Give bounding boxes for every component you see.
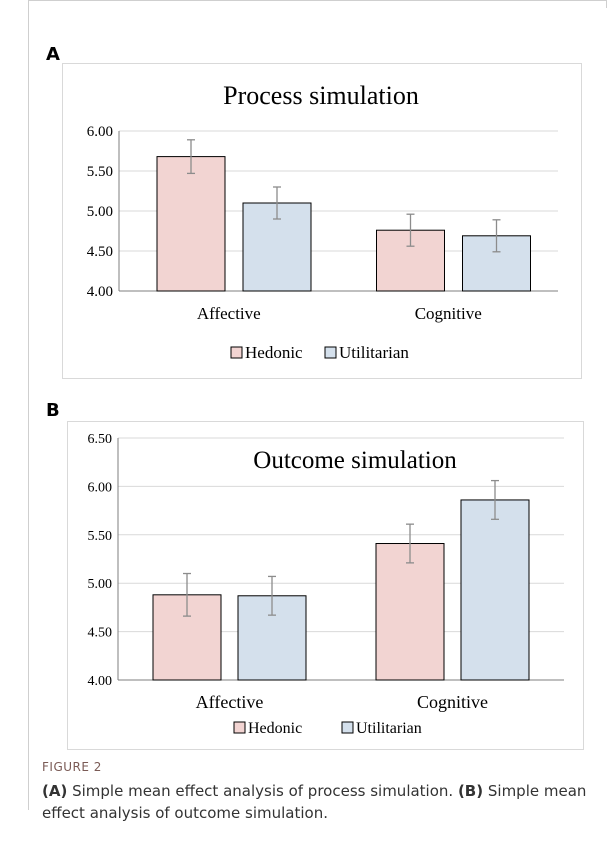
figure-caption: (A) Simple mean effect analysis of proce… xyxy=(42,780,602,824)
panel-a-label: A xyxy=(46,44,60,65)
figure-label: FIGURE 2 xyxy=(42,760,102,774)
chart-b-legend-swatch-hedonic xyxy=(233,721,246,734)
chart-b-y-tick-label: 4.00 xyxy=(88,674,113,689)
chart-a-x-tick-label: Affective xyxy=(197,304,261,323)
chart-b-x-tick-label: Cognitive xyxy=(417,692,488,712)
chart-a-legend-swatch-utilitarian xyxy=(324,346,337,359)
chart-b-y-tick-label: 6.00 xyxy=(88,480,113,495)
chart-b-y-tick-label: 5.50 xyxy=(88,529,113,544)
figure-frame-top xyxy=(28,0,607,1)
chart-b-bar-utilitarian-cognitive xyxy=(460,499,530,681)
caption-part-a-tag: (A) xyxy=(42,782,68,800)
chart-a-legend-label: Hedonic xyxy=(245,343,303,362)
chart-b-legend-swatch-utilitarian xyxy=(341,721,354,734)
chart-a-container: Process simulation 4.00 4.50 5.00 5.50 6.00 Af… xyxy=(62,63,582,379)
chart-a-bar-hedonic-affective xyxy=(156,156,226,292)
chart-b-container: Outcome simulation 4.00 4.50 5.00 5.50 6.00 6.… xyxy=(67,421,584,750)
chart-a-y-tick-label: 5.00 xyxy=(87,204,113,220)
panel-b-label: B xyxy=(46,400,60,421)
chart-b-x-tick-label: Affective xyxy=(196,692,264,712)
chart-a-legend-label: Utilitarian xyxy=(339,343,409,362)
figure-frame-left xyxy=(28,0,29,810)
chart-a-legend-swatch-hedonic xyxy=(230,346,243,359)
chart-b-legend-label: Utilitarian xyxy=(356,720,422,737)
chart-a-x-tick-label: Cognitive xyxy=(415,304,482,323)
chart-b-y-tick-label: 6.50 xyxy=(88,432,113,447)
caption-part-b-text: Simple mean effect analysis of outcome s… xyxy=(42,782,587,822)
chart-b-y-tick-label: 5.00 xyxy=(88,577,113,592)
chart-a: Process simulation 4.00 4.50 5.00 5.50 6.00 Af… xyxy=(87,81,558,362)
chart-b-bar-hedonic-cognitive xyxy=(375,543,445,681)
chart-b-legend-label: Hedonic xyxy=(248,720,302,737)
chart-b-title: Outcome simulation xyxy=(253,447,457,474)
caption-part-a-text: Simple mean effect analysis of process s… xyxy=(67,782,458,800)
chart-a-y-tick-label: 4.50 xyxy=(87,244,113,260)
figure-frame-right xyxy=(606,0,607,8)
chart-a-y-tick-label: 6.00 xyxy=(87,124,113,140)
chart-a-y-tick-label: 5.50 xyxy=(87,164,113,180)
chart-a-y-tick-label: 4.00 xyxy=(87,284,113,300)
chart-b: Outcome simulation 4.00 4.50 5.00 5.50 6.00 6.… xyxy=(88,432,564,737)
chart-a-title: Process simulation xyxy=(223,81,419,110)
caption-part-b-tag: (B) xyxy=(457,782,484,800)
chart-b-y-tick-label: 4.50 xyxy=(88,626,113,641)
